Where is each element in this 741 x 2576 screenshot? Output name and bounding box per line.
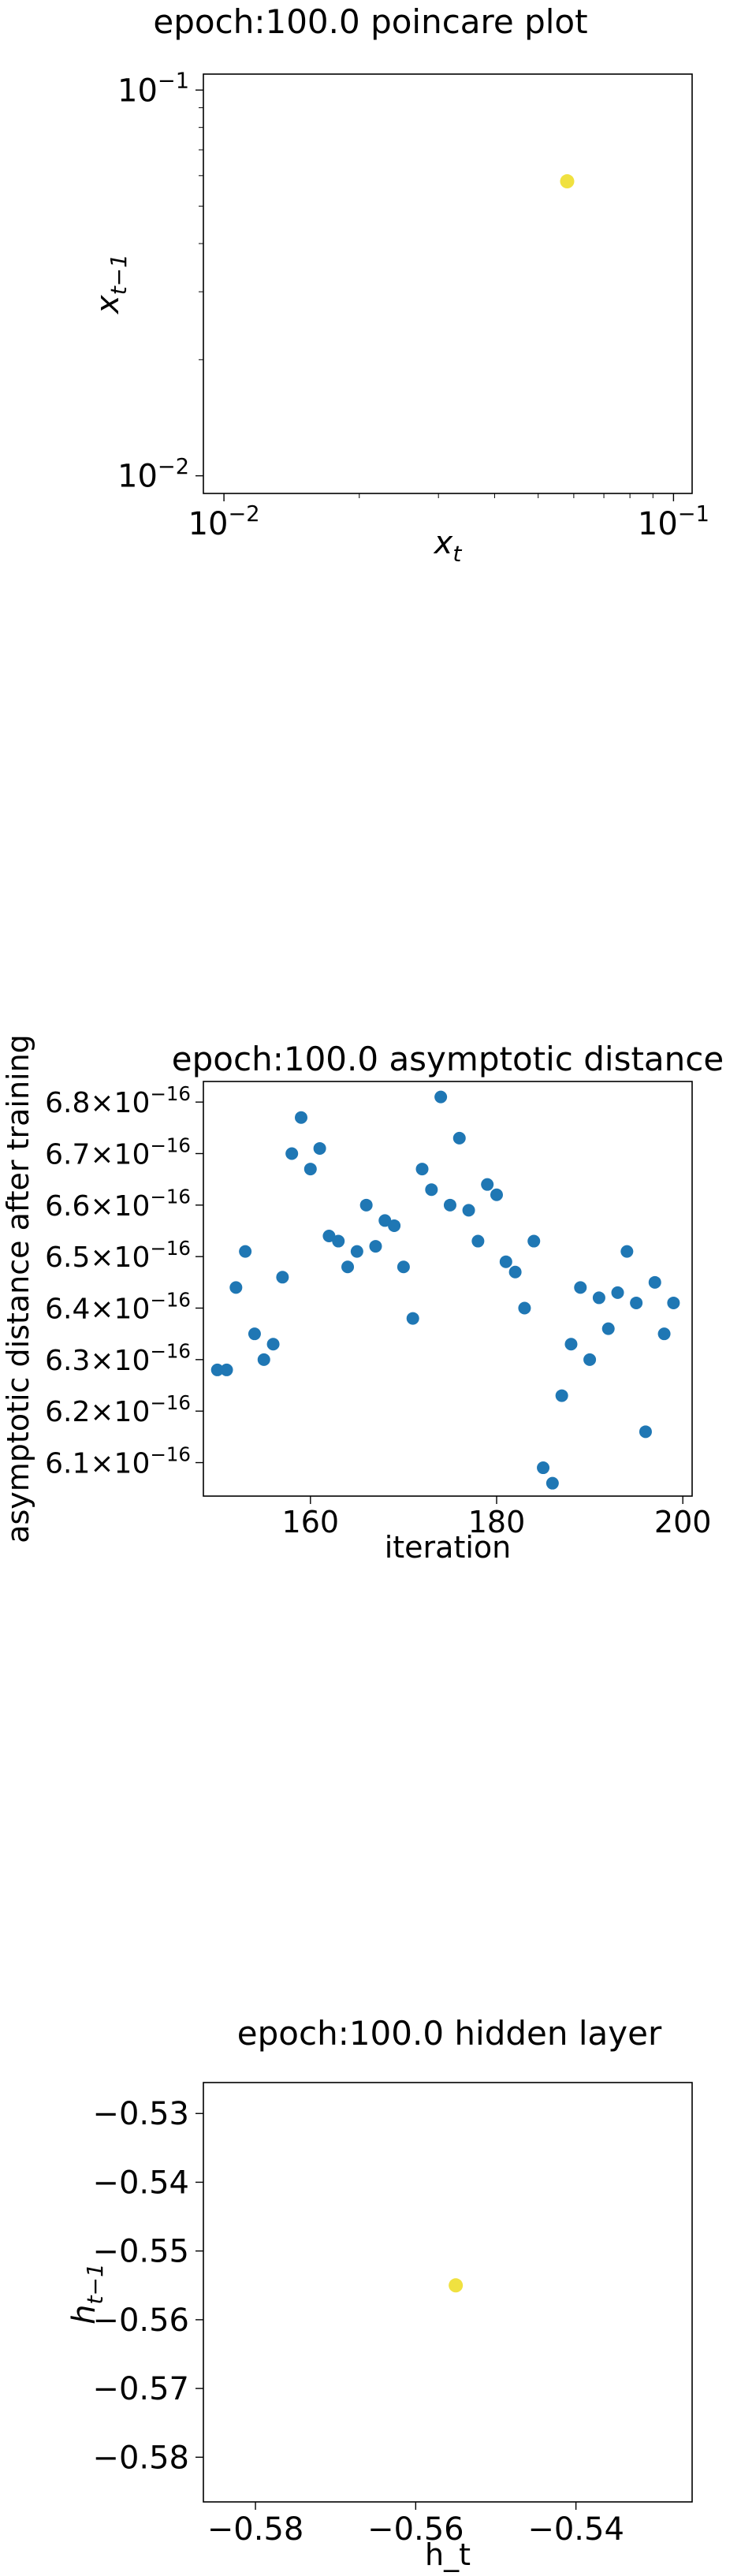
data-point: [527, 1234, 541, 1248]
data-point: [369, 1240, 382, 1253]
data-point: [406, 1312, 419, 1325]
data-point: [546, 1476, 559, 1490]
chart-title: epoch:100.0 poincare plot: [153, 2, 587, 41]
data-point: [462, 1204, 475, 1217]
tick-label: 6.4×10−16: [45, 1288, 191, 1325]
tick-label: 6.3×10−16: [45, 1340, 191, 1377]
data-point: [499, 1255, 512, 1268]
tick-label: −0.54: [527, 2511, 624, 2548]
data-points: [449, 2278, 464, 2293]
data-point: [657, 1327, 671, 1341]
data-point: [388, 1219, 401, 1232]
data-point: [239, 1245, 252, 1258]
tick-label: −0.53: [92, 2096, 189, 2132]
data-point: [639, 1425, 652, 1439]
data-point: [276, 1271, 289, 1284]
tick-label: 6.2×10−16: [45, 1391, 191, 1428]
tick-label: 6.7×10−16: [45, 1134, 191, 1171]
data-point: [620, 1245, 634, 1258]
axis-ticks: 160 180 200 6.1×10−16 6.2×10−16 6.3×10−16 6.4×…: [45, 1082, 711, 1539]
data-point: [303, 1163, 317, 1176]
tick-label: 10−1: [638, 502, 709, 542]
data-point: [257, 1353, 270, 1366]
tick-label: 6.6×10−16: [45, 1186, 191, 1223]
tick-label: −0.58: [92, 2440, 189, 2476]
data-point: [266, 1338, 280, 1351]
tick-label: −0.58: [207, 2511, 304, 2548]
data-point: [313, 1141, 326, 1155]
data-point: [471, 1234, 485, 1248]
data-point: [210, 1363, 224, 1376]
data-point: [508, 1265, 522, 1279]
data-point: [397, 1260, 410, 1274]
data-point: [560, 174, 575, 189]
data-point: [583, 1353, 597, 1366]
data-point: [295, 1111, 307, 1124]
x-axis-label: iteration: [385, 1530, 512, 1565]
data-point: [518, 1301, 531, 1315]
data-point: [449, 2278, 464, 2293]
data-point: [434, 1090, 448, 1104]
tick-label: 180: [468, 1505, 526, 1539]
data-points: [560, 174, 575, 189]
x-axis-label: h_t: [425, 2537, 471, 2572]
data-point: [564, 1338, 578, 1351]
data-point: [285, 1147, 299, 1160]
y-axis-label: asymptotic distance after training: [1, 1034, 35, 1543]
data-point: [481, 1178, 494, 1191]
data-points: [210, 1090, 680, 1490]
axis-ticks: 10−2 10−1 10−2 10−1: [117, 69, 709, 542]
tick-label: 6.5×10−16: [45, 1237, 191, 1274]
data-point: [443, 1198, 456, 1212]
hidden-layer-chart: epoch:100.0 hidden layer −0.58 −0.56 −0.54…: [66, 2014, 693, 2572]
poincare-plot-chart: epoch:100.0 poincare plot 10−2 10−110−210…: [90, 2, 709, 567]
chart-title: epoch:100.0 asymptotic distance: [172, 1040, 724, 1078]
data-point: [490, 1188, 503, 1201]
asymptotic-distance-chart: epoch:100.0 asymptotic distance 160 180 20…: [1, 1034, 724, 1565]
tick-label: 6.8×10−16: [45, 1082, 191, 1119]
plot-frame: [203, 1081, 693, 1497]
data-point: [229, 1281, 243, 1294]
tick-label: 10−2: [188, 502, 260, 542]
x-axis-label: xt: [433, 525, 463, 567]
data-point: [378, 1214, 392, 1227]
data-point: [648, 1275, 661, 1289]
plot-frame: [203, 2082, 693, 2503]
data-point: [452, 1131, 466, 1145]
tick-label: −0.56: [92, 2302, 189, 2339]
tick-label: 160: [282, 1505, 340, 1539]
data-point: [220, 1363, 233, 1376]
axis-ticks: −0.58 −0.56 −0.54 −0.58 −0.57 −0.56 −0.55 −0.54…: [92, 2096, 624, 2548]
data-point: [601, 1322, 615, 1335]
plot-frame: [203, 73, 693, 494]
data-point: [630, 1296, 643, 1309]
tick-label: 10−1: [117, 69, 189, 109]
tick-label: −0.55: [92, 2234, 189, 2270]
chart-title: epoch:100.0 hidden layer: [237, 2014, 662, 2053]
data-point: [667, 1296, 680, 1309]
data-point: [322, 1230, 336, 1243]
data-point: [350, 1245, 363, 1258]
tick-label: −0.57: [92, 2371, 189, 2407]
data-point: [248, 1327, 261, 1341]
data-point: [555, 1389, 568, 1402]
data-point: [359, 1198, 373, 1212]
data-point: [592, 1291, 605, 1305]
y-axis-label: xt−1: [90, 254, 132, 315]
data-point: [425, 1183, 438, 1197]
data-point: [332, 1234, 345, 1248]
data-point: [415, 1163, 429, 1176]
data-point: [574, 1281, 587, 1294]
tick-label: 200: [654, 1505, 712, 1539]
tick-label: 10−2: [117, 455, 189, 495]
tick-label: 6.1×10−16: [45, 1442, 191, 1480]
y-axis-label: ht−1: [66, 2263, 108, 2325]
tick-label: −0.54: [92, 2165, 189, 2201]
data-point: [611, 1286, 624, 1299]
data-point: [341, 1260, 355, 1274]
tick-label: −0.56: [367, 2511, 464, 2548]
data-point: [537, 1461, 550, 1475]
